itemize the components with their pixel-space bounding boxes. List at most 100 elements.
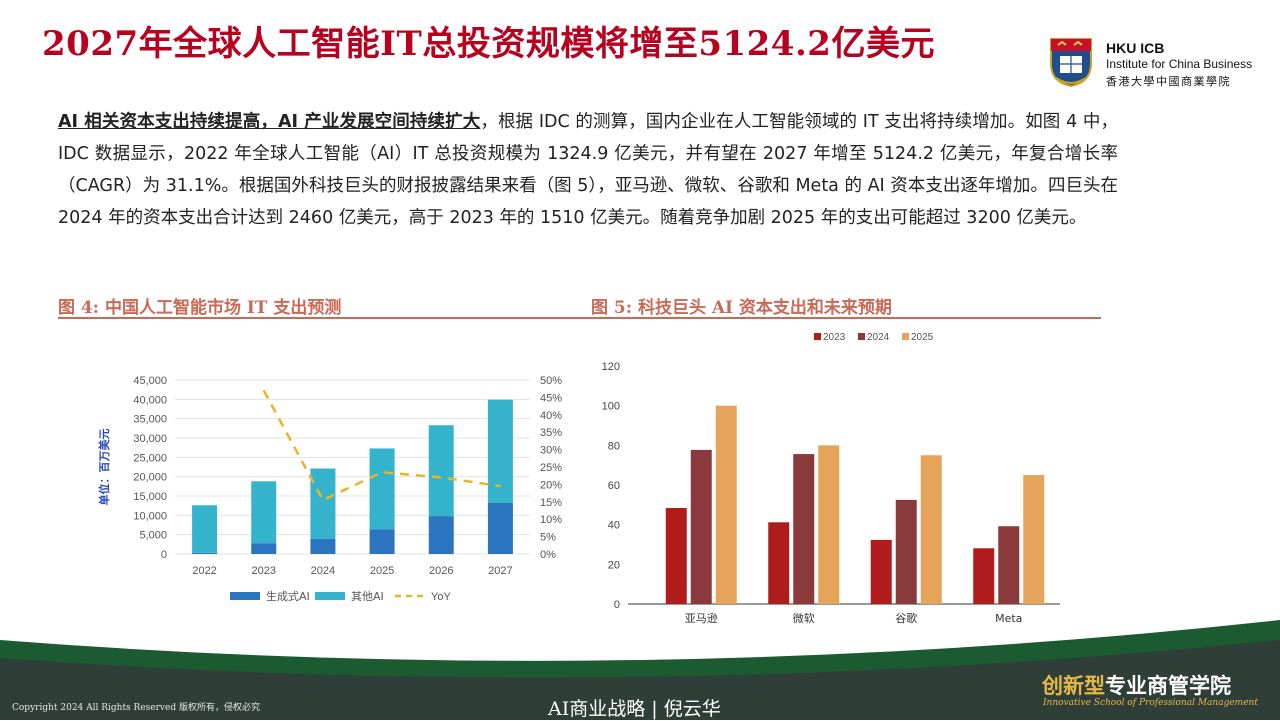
bar-生成式AI xyxy=(369,529,395,554)
yoy-point xyxy=(499,485,501,487)
y-tick-label: 120 xyxy=(602,361,620,373)
y2-tick-label: 20% xyxy=(540,479,562,491)
x-tick-label: 2022 xyxy=(192,565,216,577)
bar-2025 xyxy=(920,455,942,604)
bar-2025 xyxy=(818,445,840,604)
bar-2023 xyxy=(665,508,687,604)
bar-2024 xyxy=(998,526,1020,604)
slogan-rest: 专业商管学院 xyxy=(1105,673,1231,698)
bar-2025 xyxy=(1023,475,1045,604)
bar-生成式AI xyxy=(251,543,277,554)
legend-swatch-生成式AI xyxy=(230,592,260,600)
bar-生成式AI xyxy=(192,552,218,554)
logo-name: HKU ICB xyxy=(1106,40,1165,56)
y-tick-label: 20,000 xyxy=(133,472,167,484)
bar-其他AI xyxy=(428,425,454,517)
y2-tick-label: 0% xyxy=(540,549,556,561)
y-tick-label: 30,000 xyxy=(133,433,167,445)
y-tick-label: 35,000 xyxy=(133,414,167,426)
y-tick-label: 80 xyxy=(608,440,620,452)
copyright-text: Copyright 2024 All Rights Reserved 版权所有，… xyxy=(12,703,260,713)
yoy-point xyxy=(322,499,324,501)
figure-divider xyxy=(58,317,1101,319)
bar-生成式AI xyxy=(428,516,454,554)
document-snapshot: AI 相关资本支出持续提高，AI 产业发展空间持续扩大，根据 IDC 的测算，国… xyxy=(30,88,1145,633)
paragraph-lead: AI 相关资本支出持续提高，AI 产业发展空间持续扩大 xyxy=(58,112,481,132)
logo-institute: Institute for China Business xyxy=(1106,57,1253,71)
paragraph-body: ，根据 IDC 的测算，国内企业在人工智能领域的 IT 支出将持续增加。如图 4… xyxy=(58,112,1118,228)
figure5-title: 图 5: 科技巨头 AI 资本支出和未来预期 xyxy=(591,298,892,318)
bar-其他AI xyxy=(251,481,277,544)
y-tick-label: 20 xyxy=(608,559,620,571)
y-tick-label: 15,000 xyxy=(133,491,167,503)
bar-2025 xyxy=(715,405,737,604)
x-tick-label: 2026 xyxy=(429,565,453,577)
y2-tick-label: 5% xyxy=(540,532,556,544)
legend-swatch-其他AI xyxy=(315,592,345,600)
bigtech-capex-chart: 0 20 40 60 80 100 120 亚马逊 微软 谷歌 Meta 2023 2024 2025 xyxy=(602,332,1060,625)
y-tick-label: 0 xyxy=(614,599,620,611)
x-tick-label: 微软 xyxy=(793,611,815,625)
hku-crest-icon xyxy=(1050,38,1092,88)
x-tick-label: 亚马逊 xyxy=(685,612,718,625)
slogan-accent: 创新型 xyxy=(1042,673,1105,698)
figure4-title: 图 4: 中国人工智能市场 IT 支出预测 xyxy=(58,298,342,318)
x-tick-label: Meta xyxy=(995,612,1022,625)
bar-其他AI xyxy=(369,448,395,530)
legend-swatch-2025 xyxy=(902,333,909,340)
bar-2024 xyxy=(793,454,815,604)
y-axis-label: 单位：百万美元 xyxy=(97,429,111,506)
y2-tick-label: 15% xyxy=(540,497,562,509)
legend-swatch-2023 xyxy=(814,333,821,340)
y-tick-label: 25,000 xyxy=(133,452,167,464)
ai-it-spending-chart: 0 5,000 10,000 15,000 20,000 25,000 30,000 35,0… xyxy=(97,375,562,603)
slide-title: 2027年全球人工智能IT总投资规模将增至5124.2亿美元 xyxy=(42,24,935,64)
x-tick-label: 2025 xyxy=(370,565,394,577)
legend-swatch-2024 xyxy=(858,333,865,340)
x-tick-label: 2023 xyxy=(252,565,276,577)
y2-tick-label: 10% xyxy=(540,514,562,526)
bar-2024 xyxy=(690,449,712,604)
y-tick-label: 5,000 xyxy=(139,530,167,542)
footer-background xyxy=(0,620,1280,720)
x-tick-label: 谷歌 xyxy=(895,611,917,625)
bar-2023 xyxy=(768,522,790,604)
legend-label: YoY xyxy=(431,591,451,603)
bar-其他AI xyxy=(310,468,336,539)
yoy-point xyxy=(440,476,442,478)
school-slogan: 创新型专业商管学院 xyxy=(1042,670,1231,700)
x-tick-label: 2027 xyxy=(488,565,512,577)
y-tick-label: 45,000 xyxy=(133,375,167,387)
y2-tick-label: 30% xyxy=(540,445,562,457)
school-slogan-english: Innovative School of Professional Manage… xyxy=(1043,698,1258,708)
y2-tick-label: 25% xyxy=(540,462,562,474)
y-tick-label: 40 xyxy=(608,520,620,532)
legend-label: 其他AI xyxy=(351,590,384,603)
y2-tick-label: 35% xyxy=(540,427,562,439)
legend-label: 2023 xyxy=(823,332,846,343)
legend-label: 2025 xyxy=(911,332,934,343)
bar-生成式AI xyxy=(487,502,513,554)
y-tick-label: 40,000 xyxy=(133,394,167,406)
bar-2024 xyxy=(895,499,917,604)
y-tick-label: 0 xyxy=(161,549,167,561)
y-tick-label: 60 xyxy=(608,480,620,492)
legend-label: 2024 xyxy=(867,332,890,343)
y2-tick-label: 45% xyxy=(540,392,562,404)
y-tick-label: 100 xyxy=(602,401,620,413)
bar-其他AI xyxy=(487,399,513,503)
bar-其他AI xyxy=(192,505,218,553)
bar-2023 xyxy=(870,539,892,604)
x-tick-label: 2024 xyxy=(311,565,335,577)
yoy-line xyxy=(262,389,501,502)
yoy-point xyxy=(263,389,265,391)
bar-生成式AI xyxy=(310,538,336,554)
y2-tick-label: 50% xyxy=(540,375,562,387)
bar-2023 xyxy=(973,548,995,604)
logo-chinese-name: 香港大學中國商業學院 xyxy=(1106,76,1231,88)
y2-tick-label: 40% xyxy=(540,410,562,422)
yoy-point xyxy=(381,471,383,473)
course-label: AI商业战略 | 倪云华 xyxy=(548,698,721,720)
hku-icb-logo: HKU ICB Institute for China Business 香港大… xyxy=(1048,36,1278,90)
body-paragraph: AI 相关资本支出持续提高，AI 产业发展空间持续扩大，根据 IDC 的测算，国… xyxy=(58,106,1118,234)
